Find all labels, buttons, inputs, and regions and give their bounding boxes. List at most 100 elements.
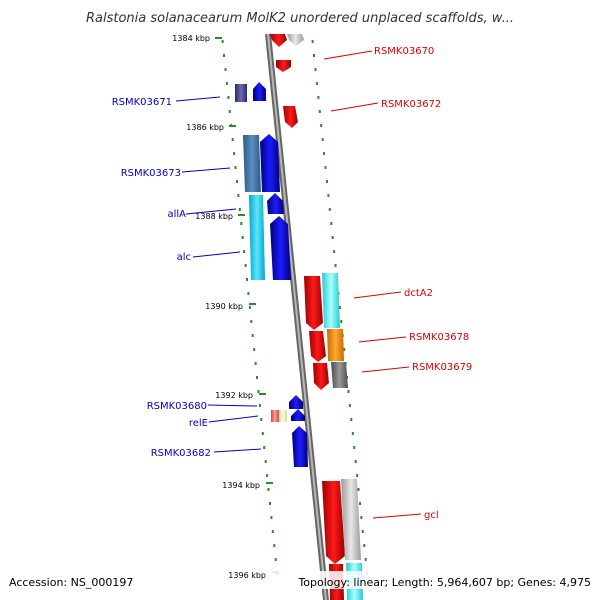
guide-dot (270, 516, 273, 519)
guide-dot (326, 180, 328, 183)
guide-dot (323, 152, 326, 155)
guide-dot (243, 250, 246, 253)
gene-feature[interactable] (331, 362, 348, 388)
guide-dot (311, 40, 314, 43)
guide-dot (236, 180, 238, 183)
gene-label[interactable]: RSMK03680 (147, 401, 207, 412)
guide-dot (274, 558, 277, 561)
guide-dot (361, 530, 364, 533)
guide-dot (353, 446, 356, 449)
callout-line (185, 208, 237, 215)
gene-arrow[interactable] (289, 395, 303, 409)
guide-dot (250, 320, 253, 323)
gene-feature[interactable] (243, 135, 261, 192)
gene-label[interactable]: relE (189, 418, 208, 429)
guide-dot (256, 376, 258, 379)
gene-feature[interactable] (327, 329, 344, 361)
guide-dot (334, 264, 337, 267)
guide-dot (263, 446, 266, 449)
gene-feature[interactable] (279, 410, 287, 422)
gene-label[interactable]: gcl (424, 510, 439, 521)
gene-label[interactable]: RSMK03673 (121, 168, 181, 179)
gene-arrow[interactable] (267, 193, 284, 214)
guide-dot (266, 474, 269, 477)
gene-label[interactable]: RSMK03672 (381, 99, 441, 110)
reverse-strand-genes (270, 34, 363, 600)
gene-label[interactable]: allA (167, 209, 186, 220)
callout-line (192, 251, 241, 258)
gene-arrow[interactable] (276, 60, 291, 72)
guide-dot (315, 82, 318, 85)
guide-dot (257, 390, 260, 393)
guide-dot (223, 54, 225, 57)
guide-dot (356, 474, 359, 477)
guide-dot (238, 208, 241, 211)
guide-dot (264, 460, 267, 463)
gene-label[interactable]: dctA2 (404, 288, 433, 299)
gene-label[interactable]: RSMK03679 (412, 362, 472, 373)
guide-dot (359, 502, 361, 505)
gene-label[interactable]: RSMK03682 (151, 448, 211, 459)
callout-line (213, 448, 262, 453)
guide-dot (320, 124, 323, 127)
guide-dot (267, 488, 270, 491)
map-title: Ralstonia solanacearum MolK2 unordered u… (86, 11, 514, 26)
gene-arrow[interactable] (292, 426, 308, 467)
gene-label[interactable]: RSMK03678 (409, 332, 469, 343)
guide-dot (244, 264, 247, 267)
guide-dot (241, 236, 244, 239)
guide-dot (254, 362, 257, 365)
guide-dot (246, 278, 248, 281)
map-footer: Accession: NS_000197 Topology: linear; L… (9, 571, 600, 589)
guide-dot (260, 418, 263, 421)
guide-dot (360, 516, 363, 519)
callout-line (175, 96, 221, 102)
gene-feature[interactable] (287, 34, 304, 46)
genome-backbone (265, 33, 329, 600)
gene-feature[interactable] (249, 195, 265, 280)
gene-feature[interactable] (271, 410, 279, 422)
guide-dot (357, 488, 360, 491)
guide-dot (251, 334, 254, 337)
guide-dot (231, 138, 234, 141)
guide-dot (328, 208, 331, 211)
gene-arrow[interactable] (291, 409, 305, 421)
guide-dot (313, 54, 315, 57)
guide-dot (343, 348, 346, 351)
tick-label: 1390 kbp (205, 302, 243, 311)
guide-dot (354, 460, 357, 463)
callout-line (208, 415, 259, 423)
gene-arrow[interactable] (309, 331, 326, 362)
gene-arrow[interactable] (304, 276, 323, 330)
guide-dot (364, 558, 367, 561)
gene-arrow[interactable] (270, 34, 287, 47)
guide-dot (224, 68, 227, 71)
gene-arrow[interactable] (253, 82, 266, 101)
callout-line (372, 513, 422, 519)
guide-dot (348, 404, 351, 407)
guide-dot (221, 40, 224, 43)
guide-dot (350, 418, 353, 421)
gene-label[interactable]: RSMK03671 (112, 97, 172, 108)
gene-arrow[interactable] (260, 134, 280, 192)
guide-dot (321, 138, 324, 141)
gene-callouts (175, 50, 422, 519)
guide-dot (318, 110, 321, 113)
gene-arrow[interactable] (313, 363, 329, 390)
guide-dot (330, 222, 333, 225)
reverse-gene-labels: RSMK03670 RSMK03672 dctA2 RSMK03678 RSMK… (374, 46, 472, 521)
guide-dot (347, 390, 350, 393)
gene-label[interactable]: alc (177, 252, 191, 263)
guide-dot (338, 306, 341, 309)
gene-label[interactable]: RSMK03670 (374, 46, 434, 57)
guide-dot (247, 292, 250, 295)
guide-dot (317, 96, 320, 99)
gene-feature[interactable] (235, 84, 247, 102)
gene-arrow[interactable] (322, 481, 345, 564)
gene-arrow[interactable] (283, 106, 298, 128)
genome-summary: Topology: linear; Length: 5,964,607 bp; … (297, 576, 591, 589)
gene-feature[interactable] (341, 479, 361, 560)
gene-feature[interactable] (322, 273, 340, 328)
gene-arrow[interactable] (270, 216, 291, 280)
